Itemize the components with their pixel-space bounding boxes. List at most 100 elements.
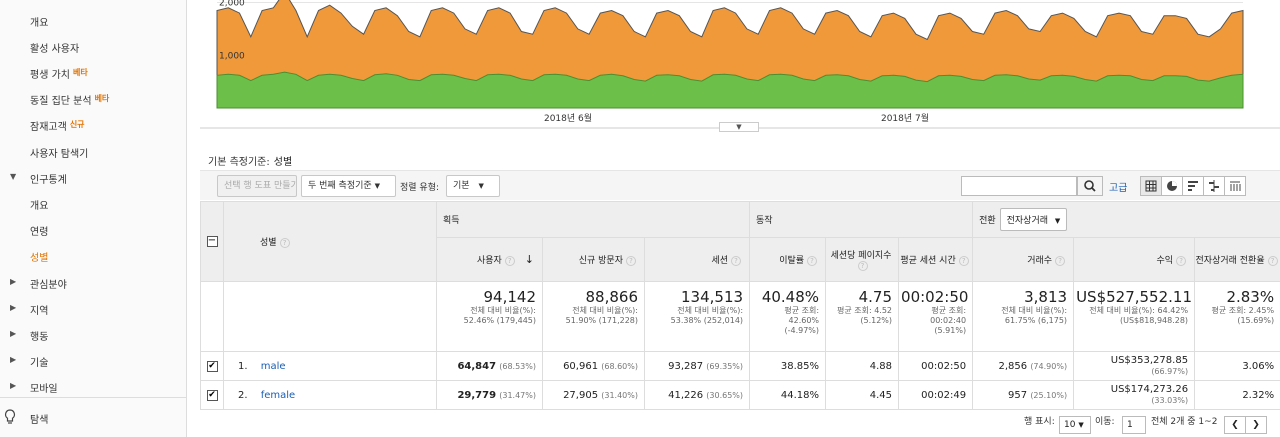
cell-value: 4.45 xyxy=(869,389,893,401)
sidebar-item-demographics-overview[interactable]: 개요 xyxy=(30,197,48,212)
sort-label: 정렬 유형: xyxy=(400,183,440,193)
input-value: 1 xyxy=(1127,420,1133,430)
y-tick-label: 1,000 xyxy=(219,51,245,61)
total-sub: 전체 대비 비율(%): 51.90% (171,228) xyxy=(565,306,638,325)
beta-badge: 베타 xyxy=(72,68,88,77)
sidebar-item-overview[interactable]: 개요 xyxy=(30,14,48,29)
cell-value: 27,905 xyxy=(563,389,599,401)
rows-per-page-label: 행 표시: xyxy=(1024,417,1055,427)
sidebar-item-lifetime-value[interactable]: 평생 가치 베타 xyxy=(30,66,88,81)
total-value: 3,813 xyxy=(1024,288,1068,306)
next-page-button[interactable]: ❯ xyxy=(1245,416,1267,434)
help-icon[interactable]: ? xyxy=(857,260,868,271)
x-tick-label: 2018년 6월 xyxy=(544,112,592,124)
sidebar-item-audiences[interactable]: 잠재고객 신규 xyxy=(30,118,85,133)
sidebar-item-behavior[interactable]: 행동 xyxy=(30,328,48,343)
sidebar-item-geo[interactable]: 지역 xyxy=(30,302,48,317)
group-label: 획득 xyxy=(443,216,460,226)
column-header-revenue[interactable]: 수익? xyxy=(1073,237,1196,282)
secondary-dimension-select[interactable]: 두 번째 측정기준 ▼ xyxy=(301,175,396,197)
column-header-sessions[interactable]: 세션? xyxy=(643,237,751,282)
column-header-new-users[interactable]: 신규 방문자? xyxy=(542,237,645,282)
goal-select[interactable]: 전자상거래 ▼ xyxy=(999,208,1068,231)
column-header-bounce-rate[interactable]: 이탈률? xyxy=(749,237,827,282)
help-icon[interactable]: ? xyxy=(1055,255,1066,266)
row-select-cell: ✔ xyxy=(200,351,224,381)
dimension-link[interactable]: male xyxy=(260,360,286,372)
help-icon[interactable]: ? xyxy=(958,255,969,266)
total-avg-duration: 00:02:50 평균 조회: 00:02:40 (5.91%) xyxy=(898,281,974,352)
cell-value: US$174,273.26 xyxy=(1110,384,1189,395)
column-header-conversion-rate[interactable]: 전자상거래 전환율? xyxy=(1194,237,1280,282)
group-label: 동작 xyxy=(756,216,773,226)
performance-view-button[interactable] xyxy=(1182,176,1204,196)
sidebar-item-label: 지역 xyxy=(30,306,49,317)
column-label: 전자상거래 전환율 xyxy=(1195,256,1265,266)
row-checkbox[interactable]: ✔ xyxy=(206,361,218,372)
dimension-header[interactable]: 성별? xyxy=(223,201,437,282)
help-icon[interactable]: ? xyxy=(807,255,818,266)
bounce-cell: 38.85% xyxy=(749,351,827,381)
pivot-view-button[interactable] xyxy=(1224,176,1246,196)
table-view-button[interactable] xyxy=(1140,176,1162,196)
users-cell: 29,779 (31.47%) xyxy=(436,380,543,410)
dimension-link[interactable]: female xyxy=(260,389,296,401)
sidebar-item-age[interactable]: 연령 xyxy=(30,223,48,238)
advanced-link[interactable]: 고급 xyxy=(1109,183,1128,194)
cell-pct: (33.03%) xyxy=(1151,396,1189,405)
sidebar-item-discover[interactable]: 탐색 xyxy=(30,411,48,426)
sidebar-item-mobile[interactable]: 모바일 xyxy=(30,380,58,395)
total-value: 88,866 xyxy=(585,288,639,306)
goto-input[interactable]: 1 xyxy=(1122,416,1146,434)
total-sub: 전체 대비 비율(%): 52.46% (179,445) xyxy=(463,306,536,325)
create-chart-button[interactable]: 선택 행 도표 만들기 xyxy=(217,175,297,197)
select-all-checkbox[interactable]: − xyxy=(206,235,218,247)
caret-down-icon: ▼ xyxy=(478,182,484,190)
column-header-transactions[interactable]: 거래수? xyxy=(972,237,1075,282)
column-header-avg-duration[interactable]: 평균 세션 시간? xyxy=(898,237,974,282)
caret-down-icon: ▼ xyxy=(1078,421,1084,429)
cell-value: 957 xyxy=(1008,389,1028,401)
help-icon[interactable]: ? xyxy=(626,255,636,266)
sidebar-item-gender[interactable]: 성별 xyxy=(30,249,48,264)
sidebar-item-technology[interactable]: 기술 xyxy=(30,354,48,369)
sidebar-item-demographics[interactable]: 인구통계 xyxy=(30,171,67,186)
select-label: 전자상거래 xyxy=(1006,216,1049,226)
rows-per-page-select[interactable]: 10 ▼ xyxy=(1059,416,1091,434)
comparison-view-button[interactable] xyxy=(1203,176,1225,196)
search-button[interactable] xyxy=(1077,176,1103,196)
help-icon[interactable]: ? xyxy=(1267,255,1278,266)
row-checkbox[interactable]: ✔ xyxy=(206,390,218,401)
help-icon[interactable]: ? xyxy=(731,255,742,266)
cell-pct: (68.60%) xyxy=(601,361,638,371)
column-header-pages-per-session[interactable]: 세션당 페이지수? xyxy=(825,237,900,282)
sort-type-select[interactable]: 기본 ▼ xyxy=(446,175,500,197)
chart-collapse-button[interactable]: ▼ xyxy=(719,122,759,132)
total-sessions: 134,513 전체 대비 비율(%): 53.38% (252,014) xyxy=(643,281,751,352)
cell-value: 2,856 xyxy=(998,360,1028,372)
cell-value: 2.32% xyxy=(1242,389,1275,401)
caret-down-icon: ▼ xyxy=(374,182,380,190)
sidebar-item-cohort[interactable]: 동질 집단 분석 베타 xyxy=(30,92,109,107)
cell-value: 93,287 xyxy=(668,360,704,372)
select-all-cell: − xyxy=(200,201,224,282)
total-value: 134,513 xyxy=(681,288,744,306)
total-transactions: 3,813 전체 대비 비율(%): 61.75% (6,175) xyxy=(972,281,1075,352)
table-search-input[interactable] xyxy=(961,176,1077,196)
total-value: 00:02:50 xyxy=(901,288,969,306)
comparison-icon xyxy=(1209,180,1219,192)
help-icon[interactable]: ? xyxy=(279,237,290,248)
sidebar-item-active-users[interactable]: 활성 사용자 xyxy=(30,40,79,55)
page-range: 전체 2개 중 1~2 xyxy=(1151,417,1218,427)
prev-page-button[interactable]: ❮ xyxy=(1224,416,1246,434)
row-number: 1. xyxy=(238,360,248,372)
help-icon[interactable]: ? xyxy=(504,255,515,266)
sidebar-item-interests[interactable]: 관심분야 xyxy=(30,276,67,291)
table-row: ✔ 1. male 64,847 (68.53%) 60,961 (68.60%… xyxy=(200,351,1280,381)
column-header-users[interactable]: 사용자? ↓ xyxy=(436,237,543,282)
sidebar-item-user-explorer[interactable]: 사용자 탐색기 xyxy=(30,145,88,160)
help-icon[interactable]: ? xyxy=(1176,255,1187,266)
pie-view-button[interactable] xyxy=(1161,176,1183,196)
cell-value: 41,226 xyxy=(668,389,704,401)
cell-pct: (74.90%) xyxy=(1030,361,1068,371)
